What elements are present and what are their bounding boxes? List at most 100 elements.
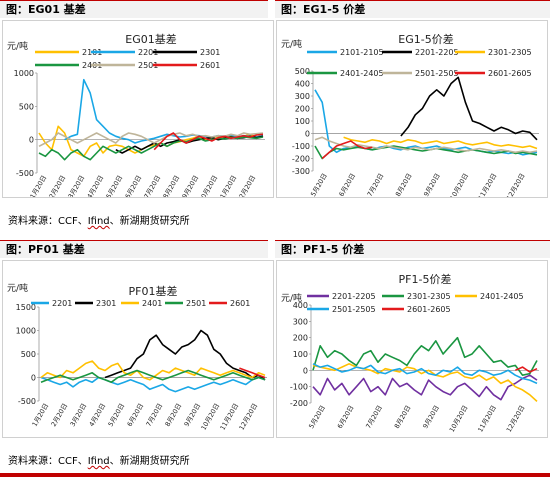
x-tick-label: 12月20日 [236, 174, 258, 197]
header-pf15: 图：PF1-5 价差 [275, 240, 550, 258]
y-tick-label: 0 [31, 374, 36, 383]
x-tick-label: 5月20日 [107, 402, 127, 428]
legend-item: 2101-2105 [307, 48, 384, 57]
y-tick-label: 300 [295, 92, 310, 101]
legend-label: 2501 [138, 61, 158, 70]
y-tick-label: 500 [21, 350, 36, 359]
y-tick-label: 500 [19, 102, 34, 111]
legend-item: 2601-2605 [382, 305, 451, 314]
y-axis-label: 元/吨 [281, 292, 302, 304]
legend-label: 2201-2205 [332, 292, 376, 301]
x-tick-label: 4月20日 [88, 402, 108, 428]
legend-item: 2301 [153, 48, 220, 57]
x-tick-label: 6月20日 [337, 172, 357, 197]
x-tick-label: 8月20日 [394, 172, 414, 197]
chart-panel-eg01: EG01基差 元/吨 -500 0 500 1000 1月20日 2月20日 3月20日 4月20… [2, 20, 274, 204]
source-prefix: 资料来源：CCF、 [8, 456, 88, 467]
x-tick-label: 11月20日 [217, 174, 239, 197]
legend-item: 2501 [91, 61, 158, 70]
y-tick-label: 100 [293, 350, 308, 359]
x-tick-label: 2月20日 [48, 174, 68, 197]
legend-item: 2301-2305 [455, 48, 532, 57]
series-line-2301 [104, 329, 266, 381]
source-note-top: 资料来源：CCF、Ifind、新湖期货研究所 [8, 212, 190, 227]
x-tick-label: 3月20日 [67, 174, 87, 197]
legend-item: 2401-2405 [307, 69, 384, 78]
legend-item: 2501-2505 [382, 69, 459, 78]
y-tick-label: -100 [292, 142, 310, 151]
series-line-2501-2505 [314, 136, 538, 154]
legend-label: 2201 [52, 299, 72, 308]
chart-title: PF01基差 [129, 284, 178, 298]
x-tick-label: 6月20日 [126, 402, 146, 428]
y-axis-label: 元/吨 [7, 282, 28, 294]
source-note-bottom: 资料来源：CCF、Ifind、新湖期货研究所 [8, 452, 190, 467]
x-tick-label: 5月20日 [309, 172, 329, 197]
y-tick-label: 0 [303, 366, 308, 375]
source-suffix: 、新湖期货研究所 [109, 456, 190, 467]
y-axis-label: 元/吨 [7, 40, 28, 52]
legend-label: 2601 [230, 299, 250, 308]
series-line-2501 [40, 369, 266, 383]
y-tick-label: 200 [295, 105, 310, 114]
x-tick-label: 12月20日 [505, 172, 527, 197]
source-ifind: Ifind [87, 216, 110, 227]
series-line-2601-2605 [514, 366, 538, 373]
y-tick-label: 200 [293, 334, 308, 343]
legend-label: 2601 [200, 61, 220, 70]
legend-label: 2501-2505 [415, 69, 459, 78]
x-tick-label: 9月20日 [422, 172, 442, 197]
chart-title: EG1-5价差 [398, 32, 453, 46]
y-tick-label: 300 [293, 317, 308, 326]
x-tick-label: 2月20日 [50, 402, 70, 428]
legend-label: 2401 [142, 299, 162, 308]
x-tick-label: 10月20日 [198, 174, 220, 197]
chart-panel-pf01: PF01基差 元/吨 -500 0 500 1000 1500 1月20日 2月20日 3月20日… [2, 260, 274, 438]
legend-item: 2401-2405 [455, 292, 524, 301]
legend-label: 2501 [186, 299, 206, 308]
x-tick-label: 7月20日 [145, 402, 165, 428]
x-tick-label: 10月20日 [448, 172, 470, 197]
y-tick-label: -300 [292, 167, 310, 176]
chart-eg15: EG1-5价差 元/吨 -300 -200 -100 0 100 200 300 400 500 5月… [281, 32, 539, 202]
chart-title: EG01基差 [125, 32, 176, 46]
y-tick-label: 100 [295, 117, 310, 126]
series-line-2401 [40, 360, 266, 381]
x-tick-label: 6月20日 [336, 404, 356, 430]
y-tick-label: 500 [295, 67, 310, 76]
legend-label: 2201 [138, 48, 158, 57]
y-tick-label: 1000 [16, 327, 36, 336]
x-tick-label: 10月20日 [448, 404, 470, 434]
header-eg01: 图：EG01 基差 [0, 0, 268, 18]
legend-item: 2301-2305 [382, 292, 451, 301]
x-tick-label: 11月20日 [476, 404, 498, 434]
legend-label: 2401-2405 [480, 292, 524, 301]
legend-item: 2501-2505 [307, 305, 376, 314]
x-tick-label: 7月20日 [143, 174, 163, 197]
series-line-2601 [153, 132, 264, 151]
series-line-2501-2505 [312, 363, 538, 385]
legend-label: 2601-2605 [488, 69, 532, 78]
chart-panel-pf15: PF1-5价差 元/吨 -200 -100 0 100 200 300 400 5月20日 6月20… [276, 260, 548, 438]
x-tick-label: 12月20日 [505, 404, 527, 434]
legend-item: 2301 [75, 299, 116, 308]
y-tick-label: -500 [16, 169, 34, 178]
series-line-2201-2205 [312, 374, 538, 401]
header-eg15: 图：EG1-5 价差 [275, 0, 550, 18]
legend-item: 2201-2205 [382, 48, 459, 57]
header-pf01: 图：PF01 基差 [0, 240, 268, 258]
legend-item: 2201 [91, 48, 158, 57]
legend-label: 2301 [200, 48, 220, 57]
series-line-2201 [40, 376, 266, 393]
bottom-accent-bar [0, 473, 550, 477]
x-tick-label: 12月20日 [238, 402, 260, 432]
x-tick-label: 9月20日 [181, 174, 201, 197]
y-axis-label: 元/吨 [281, 38, 302, 50]
x-tick-label: 8月20日 [393, 404, 413, 430]
x-tick-label: 5月20日 [105, 174, 125, 197]
legend-label: 2301-2305 [407, 292, 451, 301]
y-tick-label: -100 [290, 383, 308, 392]
y-tick-label: 400 [295, 80, 310, 89]
legend-item: 2601 [209, 299, 250, 308]
